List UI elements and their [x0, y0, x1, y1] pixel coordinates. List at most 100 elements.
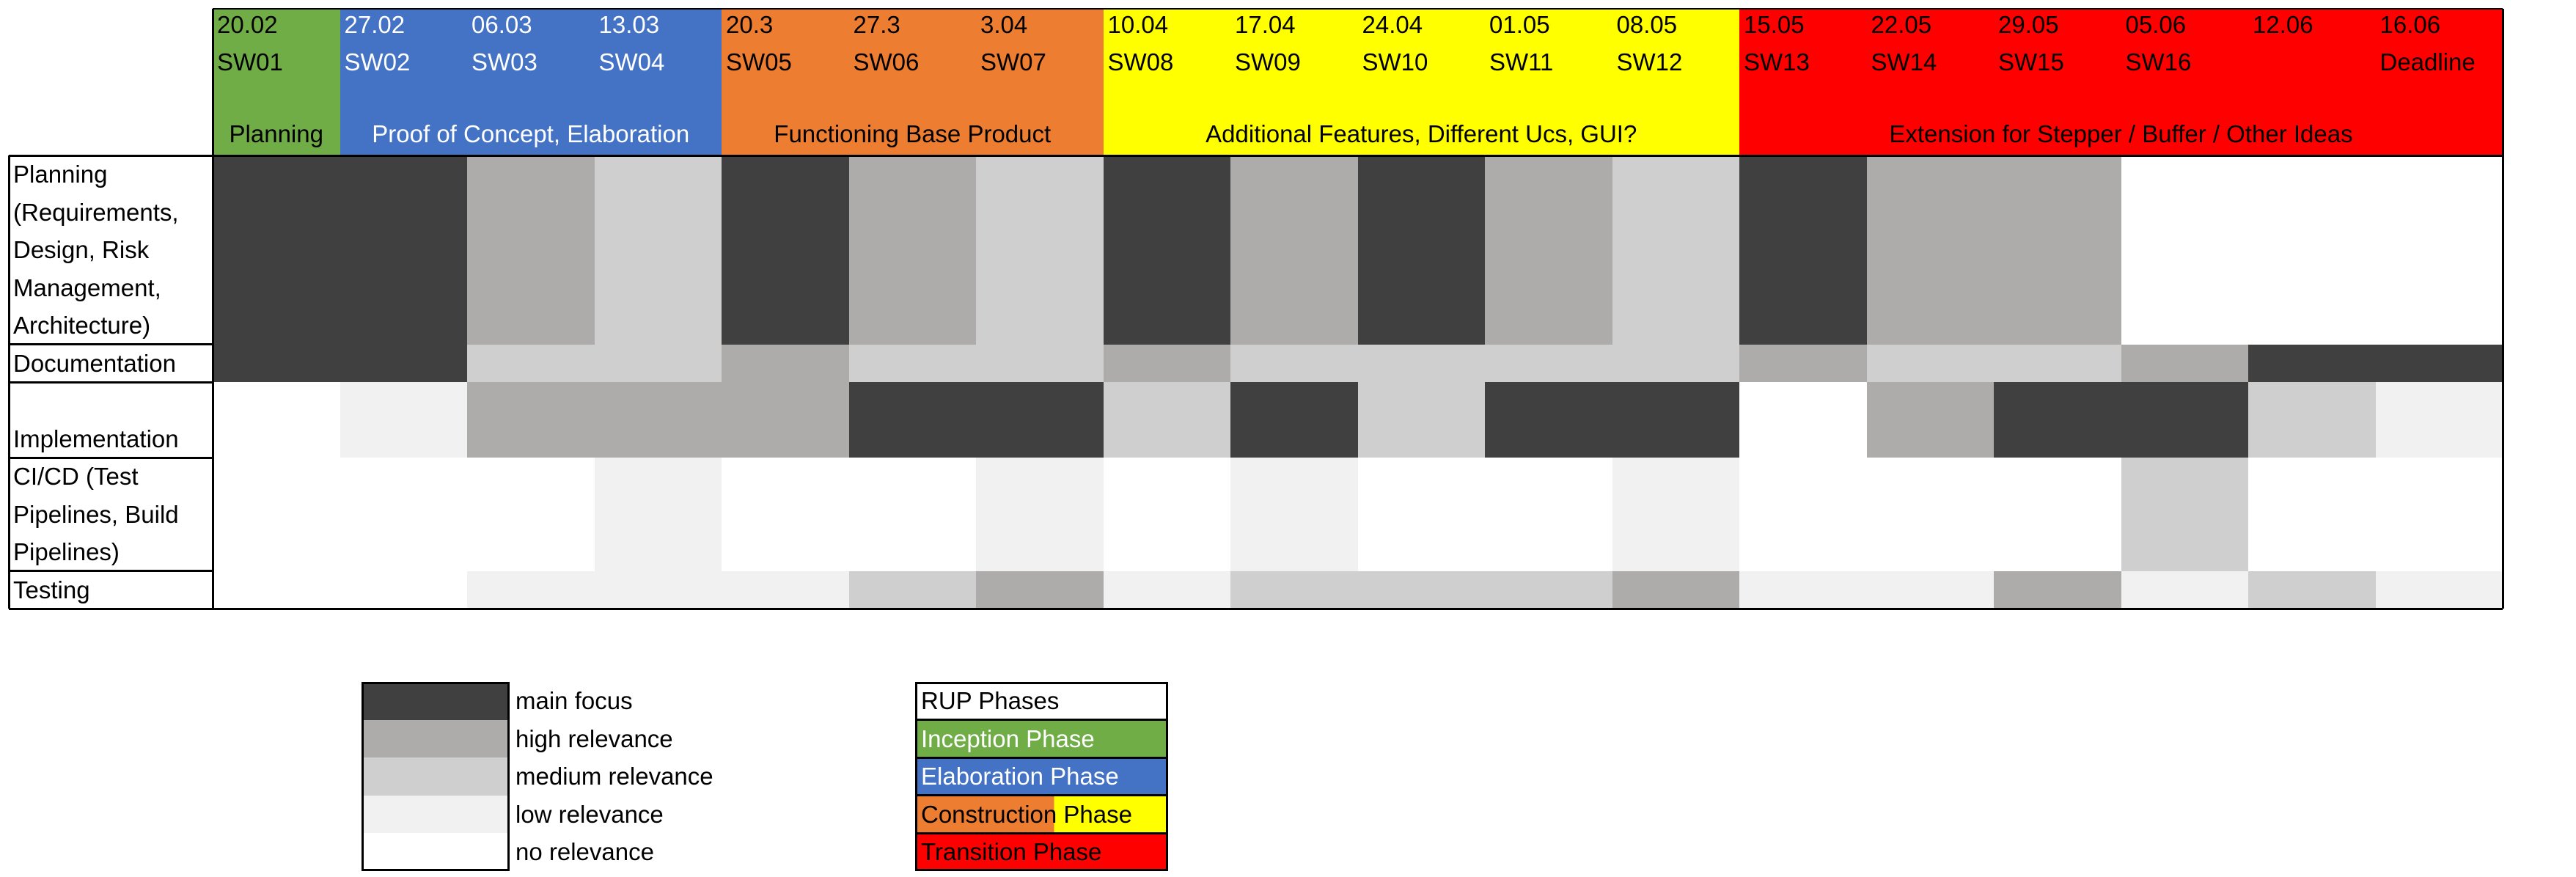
phase-header-label: Proof of Concept, Elaboration — [372, 120, 690, 147]
row-label-line: Documentation — [13, 349, 176, 377]
rup-phase-cell — [915, 795, 1168, 833]
heatmap-cell — [1612, 570, 1740, 609]
heatmap-cell — [213, 382, 340, 458]
heatmap-cell — [2121, 382, 2249, 458]
heatmap-cell — [467, 155, 595, 345]
column-week-label: SW04 — [598, 48, 665, 76]
column-date-label: 17.04 — [1235, 11, 1296, 38]
heatmap-cell — [1103, 382, 1231, 458]
grid-line — [9, 456, 213, 459]
grid-line — [9, 570, 213, 572]
heatmap-cell — [2248, 344, 2376, 383]
rup-phase-label: Transition Phase — [921, 838, 1102, 865]
column-week-label: SW06 — [853, 48, 920, 76]
heatmap-cell — [340, 382, 468, 458]
phase-header-band — [213, 9, 340, 155]
heatmap-cell — [467, 570, 595, 609]
heatmap-cell — [1103, 344, 1231, 383]
row-label-line: Implementation — [13, 425, 179, 452]
rup-divider — [915, 794, 1168, 796]
legend-swatch — [362, 795, 510, 833]
rup-divider — [915, 832, 1168, 834]
phase-header-band — [340, 9, 722, 155]
heatmap-cell — [722, 570, 849, 609]
heatmap-cell — [594, 155, 722, 345]
rup-phase-cell — [915, 719, 1168, 757]
heatmap-cell — [1485, 155, 1612, 345]
column-date-label: 20.3 — [726, 11, 774, 38]
column-date-label: 27.3 — [853, 11, 900, 38]
column-week-label: SW08 — [1107, 48, 1174, 76]
column-date-label: 29.05 — [1998, 11, 2059, 38]
column-week-label: SW10 — [1362, 48, 1428, 76]
heatmap-cell — [848, 344, 977, 383]
rup-title-cell — [915, 682, 1168, 720]
heatmap-cell — [1485, 382, 1612, 458]
relevance-legend — [362, 682, 510, 871]
column-week-label: SW11 — [1489, 48, 1554, 76]
column-date-label: 01.05 — [1489, 11, 1550, 38]
heatmap-cell — [2121, 155, 2249, 345]
heatmap-cell — [1994, 155, 2121, 345]
row-label: Implementation — [9, 382, 213, 458]
heatmap-cell — [848, 458, 977, 571]
heatmap-cell — [1357, 155, 1486, 345]
heatmap-cell — [1612, 458, 1740, 571]
column-date-label: 20.02 — [217, 11, 278, 38]
column-week-label: SW07 — [980, 48, 1046, 76]
heatmap-cell — [467, 382, 595, 458]
row-label-line: Pipelines) — [13, 538, 120, 565]
legend-swatch — [362, 833, 510, 871]
heatmap-cell — [848, 155, 977, 345]
column-week-label: SW15 — [1998, 48, 2064, 76]
row-label: Planning (Requirements, Design, Risk Manage… — [9, 155, 213, 345]
phase-header-band — [1739, 9, 2503, 155]
heatmap-cell — [1485, 570, 1612, 609]
phase-header-label: Planning — [229, 120, 323, 147]
column-date-label: 16.06 — [2379, 11, 2441, 38]
heatmap-cell — [1994, 458, 2121, 571]
heatmap-cell — [340, 155, 468, 345]
heatmap-cell — [722, 382, 849, 458]
heatmap-cell — [2375, 382, 2503, 458]
column-week-label: SW02 — [344, 48, 411, 76]
heatmap-cell — [848, 570, 977, 609]
rup-divider — [915, 719, 1168, 721]
column-week-label: SW03 — [471, 48, 537, 76]
row-label: Documentation — [9, 345, 213, 383]
heatmap-cell — [1739, 155, 1867, 345]
row-label: CI/CD (Test Pipelines, Build Pipelines) — [9, 458, 213, 571]
heatmap-cell — [1357, 570, 1486, 609]
heatmap-cell — [1994, 570, 2121, 609]
heatmap-cell — [1485, 344, 1612, 383]
heatmap-cell — [1485, 458, 1612, 571]
heatmap-cell — [1866, 458, 1995, 571]
heatmap-cell — [1230, 382, 1358, 458]
heatmap-cell — [848, 382, 977, 458]
heatmap-cell — [976, 382, 1104, 458]
heatmap-cell — [1103, 458, 1231, 571]
column-week-label: SW14 — [1871, 48, 1937, 76]
heatmap-cell — [2248, 570, 2376, 609]
column-week-label: SW12 — [1616, 48, 1683, 76]
heatmap-cell — [1612, 155, 1740, 345]
column-date-label: 3.04 — [980, 11, 1028, 38]
grid-line — [9, 343, 213, 345]
column-date-label: 24.04 — [1362, 11, 1423, 38]
column-date-label: 27.02 — [344, 11, 406, 38]
column-date-label: 12.06 — [2253, 11, 2313, 38]
column-week-label: SW16 — [2125, 48, 2192, 76]
row-label-line: Planning — [13, 161, 108, 188]
grid-line — [9, 607, 2503, 610]
heatmap-cell — [213, 344, 340, 383]
row-label-line — [13, 382, 213, 420]
heatmap-cell — [1739, 570, 1867, 609]
heatmap-cell — [722, 458, 849, 571]
rup-phase-label: Elaboration Phase — [921, 763, 1119, 790]
rup-phase-cell — [915, 757, 1168, 796]
heatmap-cell — [467, 458, 595, 571]
column-date-label: 22.05 — [1871, 11, 1932, 38]
phase-header-label: Extension for Stepper / Buffer / Other I… — [1889, 120, 2353, 147]
phase-header-band — [1103, 9, 1739, 155]
